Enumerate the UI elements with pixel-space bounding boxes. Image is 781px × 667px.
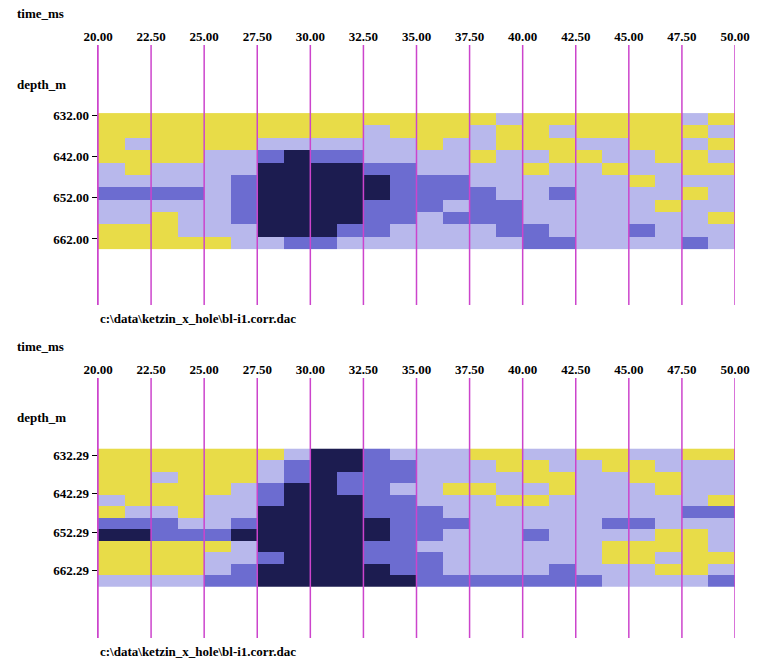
svg-text:45.00: 45.00 — [614, 29, 643, 44]
svg-text:47.50: 47.50 — [667, 362, 696, 377]
svg-text:35.00: 35.00 — [402, 29, 431, 44]
svg-text:c:\data\ketzin_x_hole\bl-i1.co: c:\data\ketzin_x_hole\bl-i1.corr.dac — [100, 311, 296, 326]
svg-text:c:\data\ketzin_x_hole\bl-i1.co: c:\data\ketzin_x_hole\bl-i1.corr.dac — [100, 644, 296, 659]
svg-text:30.00: 30.00 — [296, 362, 325, 377]
svg-text:40.00: 40.00 — [508, 362, 537, 377]
svg-text:20.00: 20.00 — [83, 362, 112, 377]
svg-text:25.00: 25.00 — [190, 362, 219, 377]
svg-text:642.00: 642.00 — [53, 149, 89, 164]
svg-text:time_ms: time_ms — [17, 6, 64, 21]
svg-text:22.50: 22.50 — [136, 29, 165, 44]
svg-text:47.50: 47.50 — [667, 29, 696, 44]
svg-text:50.00: 50.00 — [720, 362, 749, 377]
svg-text:depth_m: depth_m — [17, 410, 66, 425]
svg-text:27.50: 27.50 — [243, 362, 272, 377]
svg-text:25.00: 25.00 — [190, 29, 219, 44]
svg-text:depth_m: depth_m — [17, 77, 66, 92]
svg-text:37.50: 37.50 — [455, 29, 484, 44]
svg-text:632.29: 632.29 — [53, 448, 89, 463]
svg-text:42.50: 42.50 — [561, 362, 590, 377]
svg-text:30.00: 30.00 — [296, 29, 325, 44]
svg-text:652.29: 652.29 — [53, 525, 89, 540]
svg-text:642.29: 642.29 — [53, 486, 89, 501]
svg-text:652.00: 652.00 — [53, 190, 89, 205]
svg-text:27.50: 27.50 — [243, 29, 272, 44]
svg-text:time_ms: time_ms — [17, 339, 64, 354]
svg-text:632.00: 632.00 — [53, 108, 89, 123]
svg-text:22.50: 22.50 — [136, 362, 165, 377]
svg-text:45.00: 45.00 — [614, 362, 643, 377]
svg-text:32.50: 32.50 — [349, 362, 378, 377]
svg-text:35.00: 35.00 — [402, 362, 431, 377]
svg-text:32.50: 32.50 — [349, 29, 378, 44]
svg-text:42.50: 42.50 — [561, 29, 590, 44]
svg-text:40.00: 40.00 — [508, 29, 537, 44]
svg-text:20.00: 20.00 — [83, 29, 112, 44]
svg-text:662.29: 662.29 — [53, 563, 89, 578]
svg-text:37.50: 37.50 — [455, 362, 484, 377]
svg-text:662.00: 662.00 — [53, 232, 89, 247]
svg-text:50.00: 50.00 — [720, 29, 749, 44]
